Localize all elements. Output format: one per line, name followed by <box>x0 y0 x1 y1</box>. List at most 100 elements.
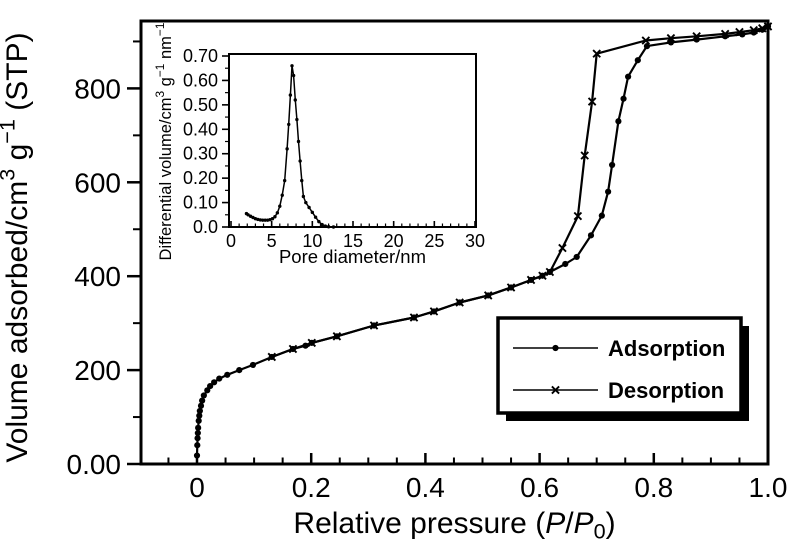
pore-distribution-marker <box>258 218 262 222</box>
inset-y-tick-label: 0.70 <box>183 46 218 66</box>
inset-y-tick-label: 0.60 <box>183 70 218 90</box>
adsorption-marker <box>196 412 203 419</box>
desorption-marker <box>538 271 547 281</box>
main-y-axis-title: Volume adsorbed/cm3 g−1 (STP) <box>0 32 34 462</box>
inset-x-tick-label: 5 <box>267 231 277 251</box>
x-tick-label: 0.6 <box>520 472 559 503</box>
x-tick-label: 0.4 <box>406 472 445 503</box>
main-x-axis: 0 0.2 0.4 0.6 0.8 1.0 Relative pressure (P/P0) <box>167 453 788 543</box>
pore-distribution-marker <box>326 225 331 229</box>
adsorption-marker <box>598 212 605 219</box>
desorption-marker <box>288 344 298 354</box>
desorption-marker <box>692 32 701 41</box>
pore-distribution-marker <box>296 139 301 144</box>
adsorption-marker <box>562 260 569 268</box>
desorption-marker <box>369 321 379 330</box>
pore-distribution-marker <box>317 219 321 224</box>
adsorption-marker <box>634 57 641 64</box>
pore-distribution-marker <box>304 200 308 205</box>
adsorption-marker <box>224 371 231 378</box>
desorption-marker <box>592 49 601 58</box>
pore-distribution-marker <box>313 215 318 219</box>
desorption-marker <box>720 29 730 39</box>
pore-distribution-marker <box>307 205 311 210</box>
inset-x-axis: 0 5 10 15 20 25 30 Pore diameter/nm <box>226 221 485 267</box>
desorption-marker <box>587 97 597 106</box>
inset-y-tick-label: 0.50 <box>183 95 218 115</box>
adsorption-marker <box>216 375 223 382</box>
pore-distribution-marker <box>310 210 315 215</box>
y-tick-label: 0.00 <box>67 449 122 480</box>
desorption-marker <box>455 298 464 307</box>
desorption-marker <box>735 27 744 37</box>
pore-distribution-marker <box>298 159 302 163</box>
desorption-marker <box>580 151 589 160</box>
inset-y-tick-label: 0.0 <box>193 217 218 237</box>
adsorption-marker <box>197 402 205 409</box>
adsorption-marker <box>196 407 203 415</box>
adsorption-marker <box>587 232 595 239</box>
y-tick-label: 200 <box>74 355 121 386</box>
legend-desorption-marker <box>551 385 560 395</box>
adsorption-marker <box>609 161 616 169</box>
desorption-marker <box>545 267 555 277</box>
legend-item-adsorption: Adsorption <box>513 336 725 361</box>
y-tick-label: 400 <box>74 261 121 292</box>
desorption-marker <box>267 352 277 362</box>
adsorption-marker <box>625 73 632 80</box>
x-tick-label: 1.0 <box>749 472 788 503</box>
pore-distribution-marker <box>280 193 284 197</box>
legend-desorption-label: Desorption <box>608 378 724 403</box>
pore-distribution-marker <box>275 211 280 215</box>
desorption-marker <box>666 33 676 43</box>
inset-y-tick-label: 0.20 <box>183 168 218 188</box>
inset-y-axis: 0.0 0.10 0.20 0.30 0.40 0.50 0.60 0.70 Different… <box>153 22 229 260</box>
adsorption-marker <box>195 424 202 431</box>
inset-frame <box>228 53 477 228</box>
pore-distribution-marker <box>331 225 336 229</box>
y-tick-label: 600 <box>74 167 121 198</box>
desorption-curve <box>271 25 769 359</box>
inset-y-tick-label: 0.10 <box>183 193 218 213</box>
pore-distribution-marker <box>278 204 282 208</box>
x-tick-label: 0 <box>189 472 205 503</box>
main-y-axis: 0.00 200 400 600 800 Volume adsorbed/cm3 g−1 … <box>0 32 141 480</box>
adsorption-marker <box>249 361 257 369</box>
adsorption-marker <box>193 452 201 459</box>
pore-distribution-marker <box>287 122 291 127</box>
y-tick-label: 800 <box>74 73 121 104</box>
pore-distribution-marker <box>270 216 275 221</box>
adsorption-marker <box>643 43 651 50</box>
adsorption-marker <box>194 442 201 449</box>
desorption-marker <box>749 25 758 35</box>
inset-x-tick-label: 25 <box>424 231 444 251</box>
inset-x-tick-label: 15 <box>343 231 363 251</box>
adsorption-marker <box>194 429 201 437</box>
inset-x-axis-title: Pore diameter/nm <box>279 246 426 267</box>
desorption-series <box>267 22 773 362</box>
pore-distribution-marker <box>288 93 293 97</box>
inset-y-tick-label: 0.40 <box>183 119 218 139</box>
pore-distribution-marker <box>285 147 289 151</box>
main-plot: 0 0.2 0.4 0.6 0.8 1.0 Relative pressure (P/P0)… <box>0 19 788 543</box>
adsorption-marker <box>615 118 622 125</box>
desorption-marker <box>558 243 567 253</box>
adsorption-marker <box>620 95 627 102</box>
legend-item-desorption: Desorption <box>513 378 724 403</box>
main-series <box>193 22 773 459</box>
desorption-marker <box>307 338 317 348</box>
inset-x-tick-label: 0 <box>226 231 236 251</box>
adsorption-marker <box>211 379 218 386</box>
x-tick-label: 0.2 <box>292 472 331 503</box>
desorption-marker <box>641 36 651 45</box>
adsorption-marker <box>195 417 202 424</box>
desorption-marker <box>332 332 342 341</box>
adsorption-marker <box>605 188 612 195</box>
inset-x-tick-label: 20 <box>384 231 404 251</box>
adsorption-marker <box>207 382 214 390</box>
legend-adsorption-label: Adsorption <box>608 336 725 361</box>
desorption-marker <box>526 275 536 285</box>
pore-distribution-marker <box>282 178 287 183</box>
